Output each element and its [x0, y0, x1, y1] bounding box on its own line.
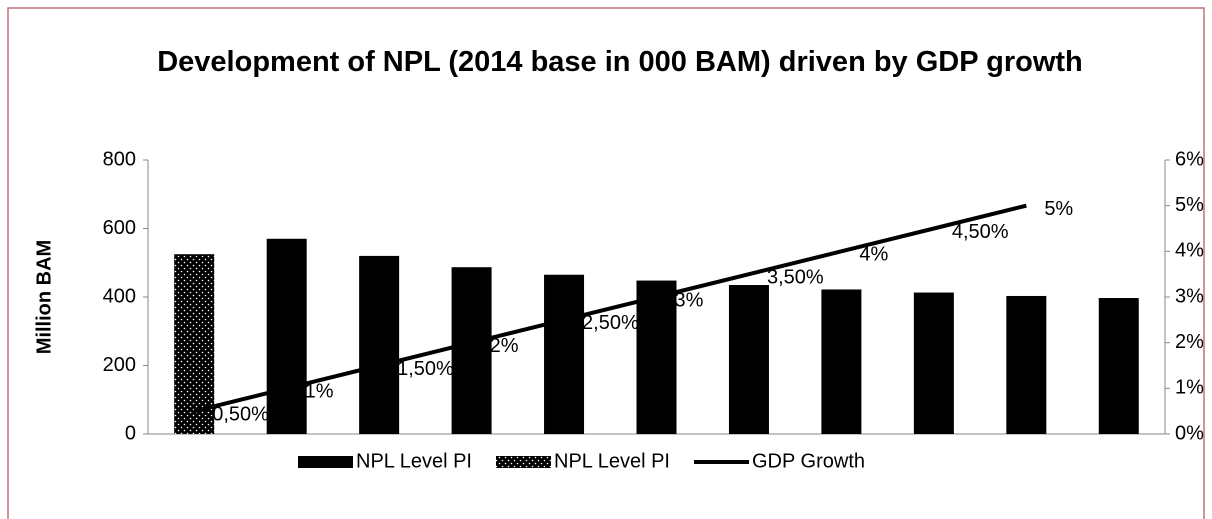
y-tick-label: 200: [103, 354, 136, 376]
y2-tick-label: 6%: [1175, 148, 1204, 170]
legend-label: GDP Growth: [752, 450, 865, 472]
data-label: 1%: [305, 381, 334, 403]
y2-tick-label: 4%: [1175, 240, 1204, 262]
line-series: [193, 203, 1027, 414]
bar: [1098, 298, 1139, 434]
bar: [359, 255, 400, 434]
data-label: 3%: [675, 289, 704, 311]
data-label: 4,50%: [952, 221, 1009, 243]
bar: [1006, 295, 1047, 434]
y2-tick-label: 5%: [1175, 194, 1204, 216]
bar: [636, 280, 677, 434]
chart-border: [7, 7, 1205, 519]
y-axis-label: Million BAM: [33, 240, 55, 354]
y-tick-label: 400: [103, 285, 136, 307]
y-tick-label: 600: [103, 217, 136, 239]
y2-tick-label: 1%: [1175, 377, 1204, 399]
chart-title: Development of NPL (2014 base in 000 BAM…: [157, 46, 1083, 78]
legend-swatch: [298, 456, 353, 468]
data-label: 2,50%: [582, 312, 639, 334]
data-label: 5%: [1044, 198, 1073, 220]
data-label: 4%: [859, 244, 888, 266]
data-label: 2%: [490, 335, 519, 357]
data-label: 1,50%: [397, 358, 454, 380]
y-tick-label: 0: [125, 422, 136, 444]
bar: [544, 274, 585, 434]
bar: [728, 285, 769, 434]
bar: [174, 254, 215, 434]
bar: [451, 267, 492, 434]
y-tick-label: 800: [103, 148, 136, 170]
legend-label: NPL Level PI: [356, 450, 472, 472]
bar: [821, 289, 862, 434]
y2-tick-label: 2%: [1175, 331, 1204, 353]
bar: [913, 292, 954, 434]
data-label: 0,50%: [212, 403, 269, 425]
legend-swatch: [496, 456, 551, 468]
y2-tick-label: 3%: [1175, 285, 1204, 307]
bar: [266, 238, 307, 434]
y2-tick-label: 0%: [1175, 422, 1204, 444]
data-label: 3,50%: [767, 266, 824, 288]
legend-label: NPL Level PI: [554, 450, 670, 472]
